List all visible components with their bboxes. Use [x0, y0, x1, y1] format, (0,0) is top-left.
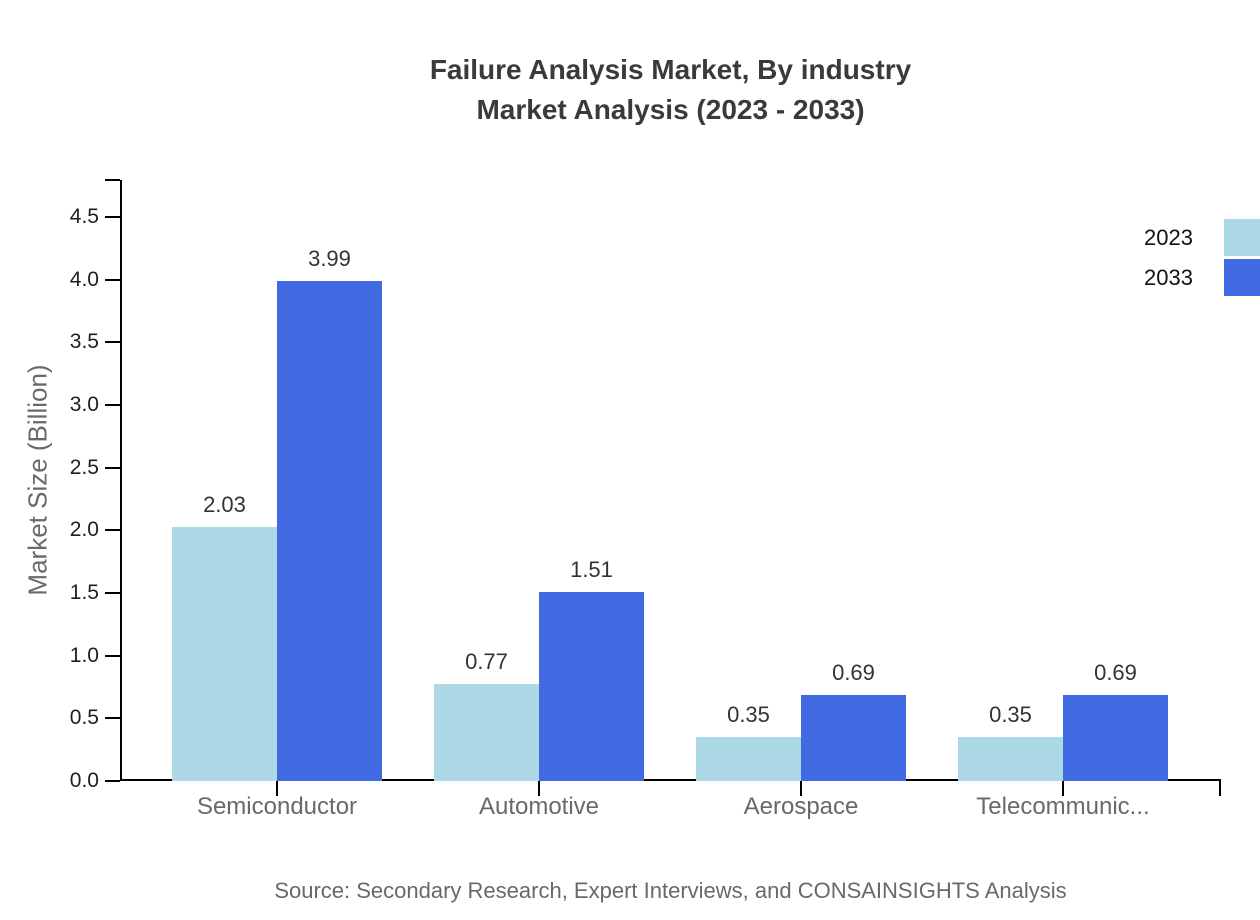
- y-tick-label: 3.0: [69, 393, 99, 416]
- y-tick: [105, 278, 120, 281]
- y-tick: [105, 592, 120, 594]
- bar-2023-aerospace: [696, 737, 801, 781]
- y-tick-label: 4.0: [69, 267, 99, 291]
- y-tick-label: 0.5: [69, 706, 99, 730]
- chart-title-line1: Failure Analysis Market, By industry: [429, 54, 912, 85]
- x-tick: [800, 781, 802, 796]
- legend-item-2033: 2033: [1140, 259, 1260, 296]
- y-tick-label: 2.5: [69, 455, 99, 479]
- y-axis-end-tick: [105, 179, 120, 181]
- y-tick-label: 2.0: [69, 518, 99, 542]
- bar-2033-semiconductor: [277, 280, 382, 781]
- y-tick: [105, 717, 120, 720]
- bar-value-label: 0.69: [1094, 659, 1137, 685]
- bar-2023-semiconductor: [172, 526, 277, 781]
- y-tick-label: 0.0: [69, 769, 99, 792]
- legend: 2023 2033: [1140, 219, 1260, 299]
- bar-2033-telecommunic: [1063, 694, 1168, 781]
- bar-value-label: 2.03: [203, 491, 246, 517]
- bar-2033-automotive: [539, 591, 644, 781]
- bar-2023-automotive: [434, 684, 539, 781]
- legend-label: 2033: [1144, 264, 1193, 290]
- y-tick: [105, 654, 120, 657]
- y-tick: [105, 341, 120, 344]
- plot-area: [120, 180, 1221, 781]
- bar-value-label: 0.77: [465, 649, 508, 675]
- chart-title-line2: Market Analysis (2023 - 2033): [476, 94, 865, 125]
- legend-swatch: [1224, 259, 1260, 296]
- x-tick: [276, 781, 278, 796]
- bar-value-label: 0.35: [989, 702, 1032, 728]
- x-axis-end-tick: [1219, 781, 1221, 796]
- category-label-telecommunic: Telecommunic...: [976, 793, 1150, 820]
- chart-title: Failure Analysis Market, By industry Mar…: [120, 50, 1221, 130]
- y-tick: [105, 780, 120, 782]
- legend-label: 2023: [1144, 224, 1193, 250]
- bar-2023-telecommunic: [958, 737, 1063, 781]
- legend-item-2023: 2023: [1140, 219, 1260, 256]
- bar-value-label: 0.69: [832, 659, 875, 685]
- category-label-semiconductor: Semiconductor: [196, 793, 358, 820]
- y-tick-label: 3.5: [69, 330, 99, 354]
- category-label-aerospace: Aerospace: [743, 793, 859, 820]
- category-label-automotive: Automotive: [478, 793, 600, 820]
- y-tick: [105, 404, 120, 406]
- bar-2033-aerospace: [801, 694, 906, 781]
- y-tick-label: 4.5: [69, 205, 99, 228]
- bar-value-label: 0.35: [727, 702, 770, 728]
- bar-value-label: 3.99: [308, 245, 351, 271]
- y-tick: [105, 529, 120, 532]
- legend-swatch: [1224, 219, 1260, 256]
- y-tick: [105, 466, 120, 469]
- bar-value-label: 1.51: [570, 556, 613, 582]
- x-tick: [1062, 781, 1064, 796]
- y-tick-label: 1.0: [69, 643, 99, 667]
- y-tick: [105, 216, 120, 218]
- y-tick-label: 1.5: [69, 581, 99, 604]
- source-text: Source: Secondary Research, Expert Inter…: [274, 878, 1067, 903]
- x-tick: [538, 781, 540, 796]
